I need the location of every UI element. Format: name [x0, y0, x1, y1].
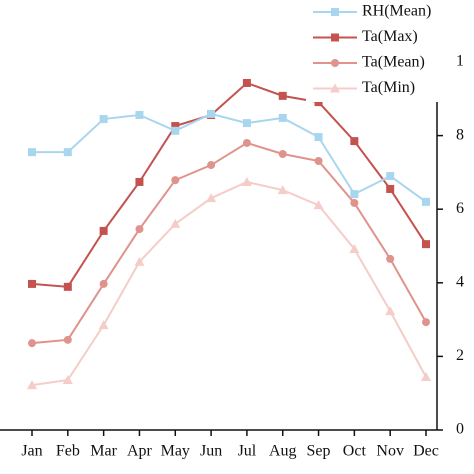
data-point: [207, 161, 216, 170]
x-tick-label: Mar: [90, 443, 117, 460]
data-point: [63, 148, 72, 157]
data-point: [206, 193, 217, 203]
data-point: [135, 110, 144, 119]
x-tick-label: Aug: [269, 443, 297, 460]
data-point: [278, 150, 287, 158]
legend-box: [306, 0, 456, 102]
data-point: [350, 198, 359, 207]
legend-label: Ta(Max): [362, 28, 418, 45]
data-point: [62, 374, 73, 384]
series-line: [31, 180, 427, 387]
legend-marker: [331, 8, 339, 16]
data-point: [135, 225, 144, 234]
data-point: [171, 176, 180, 185]
data-point: [421, 372, 431, 382]
data-point: [207, 109, 216, 118]
y-tick-label: 8: [456, 126, 464, 143]
data-point: [63, 282, 72, 291]
data-point: [313, 200, 324, 210]
legend-label: Ta(Min): [362, 79, 415, 96]
data-point: [27, 380, 37, 390]
series-line: [32, 112, 427, 203]
data-point: [135, 177, 144, 186]
x-tick-label: Jun: [200, 443, 222, 460]
data-point: [386, 172, 395, 181]
data-point: [278, 113, 287, 122]
data-point: [314, 133, 323, 142]
data-point: [314, 98, 323, 107]
y-tick-label: 6: [456, 200, 464, 217]
data-point: [28, 339, 36, 348]
data-point: [242, 138, 251, 147]
data-point: [99, 279, 108, 288]
data-point: [28, 148, 36, 157]
data-point: [386, 254, 395, 263]
data-point: [314, 156, 323, 165]
legend-marker: [331, 33, 339, 42]
y-tick-label: 4: [456, 273, 464, 290]
data-point: [385, 306, 396, 316]
data-point: [386, 184, 395, 193]
x-tick-label: Apr: [127, 443, 153, 460]
x-tick-label: Feb: [56, 443, 80, 460]
data-point: [241, 176, 252, 186]
series-line: [31, 141, 427, 345]
data-point: [171, 126, 180, 135]
data-point: [422, 197, 430, 206]
data-point: [422, 318, 430, 327]
data-point: [277, 185, 288, 195]
data-point: [170, 218, 181, 228]
data-point: [278, 91, 287, 100]
legend-label: RH(Mean): [362, 3, 431, 20]
y-tick-label: 1: [456, 53, 464, 70]
data-point: [134, 256, 145, 266]
legend-marker: [330, 83, 340, 93]
data-point: [242, 119, 251, 128]
legend-label: Ta(Mean): [362, 54, 425, 71]
data-point: [99, 115, 108, 124]
data-point: [98, 320, 109, 330]
x-tick-label: Nov: [376, 443, 404, 460]
data-point: [99, 226, 108, 235]
y-tick-label: 0: [456, 421, 464, 438]
x-tick-label: Dec: [413, 443, 439, 460]
series-line: [31, 81, 427, 288]
data-point: [242, 78, 251, 87]
data-point: [422, 240, 430, 249]
x-tick-label: Sep: [307, 443, 331, 460]
x-tick-label: Jul: [238, 443, 257, 460]
x-tick-label: Jan: [21, 443, 42, 460]
x-tick-label: May: [161, 443, 190, 460]
data-point: [171, 122, 180, 131]
data-point: [349, 243, 360, 253]
data-point: [350, 190, 359, 199]
data-point: [350, 137, 359, 146]
legend-marker: [331, 59, 339, 67]
x-tick-label: Oct: [343, 443, 367, 460]
y-tick-label: 2: [456, 347, 464, 364]
data-point: [28, 279, 36, 288]
data-point: [63, 335, 72, 344]
